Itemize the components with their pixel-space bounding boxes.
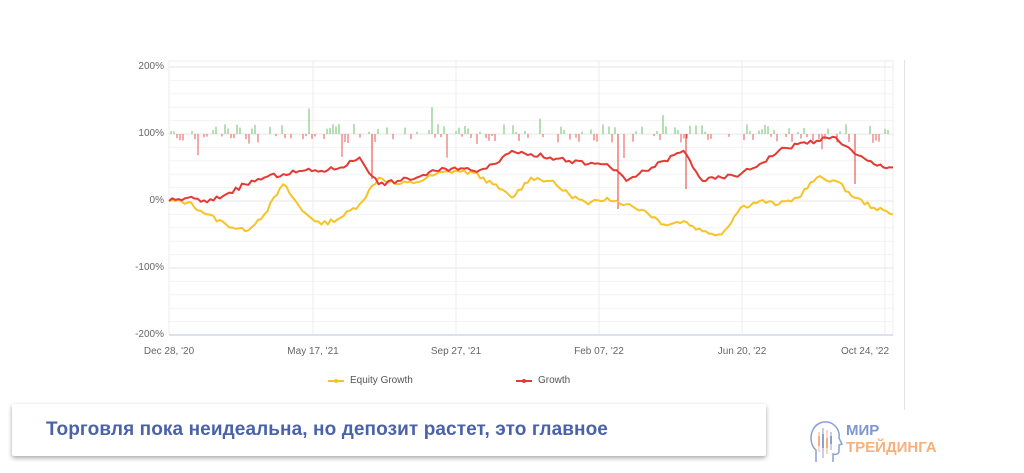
- y-tick-label: 100%: [138, 128, 164, 139]
- logo-line-1: МИР: [846, 422, 880, 439]
- x-tick-label: Oct 24, '22: [840, 346, 890, 357]
- growth-swatch-icon: [516, 378, 532, 383]
- equity-growth-chart: 200% 100% 0% -100% -200% Dec 28, '20 May…: [135, 60, 894, 386]
- x-tick-label: May 17, '21: [287, 346, 339, 357]
- x-tick-label: Dec 28, '20: [143, 346, 195, 357]
- x-tick-label: Jun 20, '22: [717, 346, 767, 357]
- legend-label: Equity Growth: [350, 375, 413, 386]
- equity-growth-swatch-icon: [328, 378, 344, 383]
- chart-plot-area: [168, 60, 894, 336]
- logo-line-2: ТРЕЙДИНГА: [846, 439, 937, 456]
- x-tick-label: Feb 07, '22: [574, 346, 624, 357]
- x-tick-label: Sep 27, '21: [430, 346, 482, 357]
- divider: [904, 60, 905, 410]
- caption-banner: Торговля пока неидеальна, но депозит рас…: [12, 404, 766, 456]
- y-tick-label: -100%: [135, 262, 164, 273]
- y-tick-label: 200%: [138, 61, 164, 72]
- caption-text: Торговля пока неидеальна, но депозит рас…: [46, 419, 608, 440]
- brand-logo: МИР ТРЕЙДИНГА: [808, 418, 958, 466]
- legend-label: Growth: [538, 375, 571, 386]
- legend-item-equity-growth[interactable]: Equity Growth: [328, 375, 413, 386]
- y-tick-label: 0%: [149, 195, 164, 206]
- legend-item-growth[interactable]: Growth: [516, 375, 570, 386]
- head-candles-icon: [810, 421, 844, 462]
- y-tick-label: -200%: [135, 329, 164, 340]
